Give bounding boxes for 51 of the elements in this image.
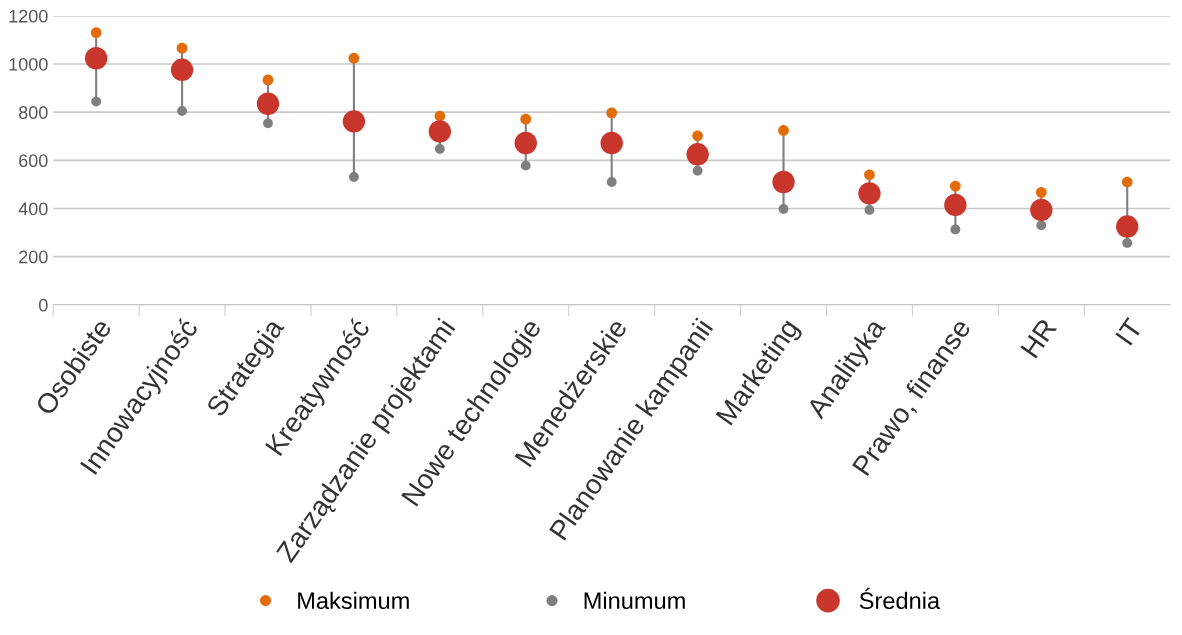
y-tick-label: 0 [38, 298, 48, 312]
point [864, 205, 875, 215]
point [176, 42, 188, 54]
point [263, 118, 273, 129]
point [170, 58, 194, 82]
y-tick-label: 1000 [9, 57, 48, 71]
point [84, 47, 108, 70]
point [1030, 198, 1053, 222]
point [1122, 238, 1133, 248]
point [600, 131, 623, 155]
point [520, 160, 531, 171]
point [606, 107, 618, 119]
point [349, 172, 359, 182]
legend-label: Minumum [584, 591, 685, 610]
legend-label: Maksimum [298, 591, 409, 610]
point [606, 177, 617, 187]
point [256, 92, 280, 115]
x-tick-label: HR [1020, 317, 1058, 359]
x-tick-label: IT [1115, 317, 1144, 346]
point [864, 169, 875, 181]
point [772, 170, 795, 194]
point [514, 131, 537, 155]
y-tick-label: 200 [19, 250, 48, 264]
point [1116, 215, 1139, 238]
point [1035, 186, 1047, 198]
point [348, 52, 360, 64]
point [950, 224, 961, 235]
point [692, 130, 703, 142]
point [686, 143, 709, 166]
point [944, 193, 967, 217]
point [520, 113, 532, 125]
legend-label: Średnia [859, 587, 941, 610]
point [778, 204, 789, 214]
point [434, 144, 445, 154]
point [692, 165, 703, 176]
point [778, 125, 789, 136]
y-tick-label: 800 [18, 106, 48, 119]
point [858, 182, 881, 205]
point [949, 180, 961, 192]
point [428, 120, 452, 143]
point [342, 110, 366, 133]
point [91, 96, 102, 107]
point [1036, 220, 1047, 231]
y-tick-label: 600 [19, 154, 48, 168]
point [177, 106, 187, 116]
y-tick-label: 1200 [9, 9, 48, 23]
y-tick-label: 400 [18, 202, 48, 216]
point [262, 74, 274, 86]
point [90, 27, 102, 39]
point [434, 110, 446, 122]
point [1121, 176, 1133, 188]
